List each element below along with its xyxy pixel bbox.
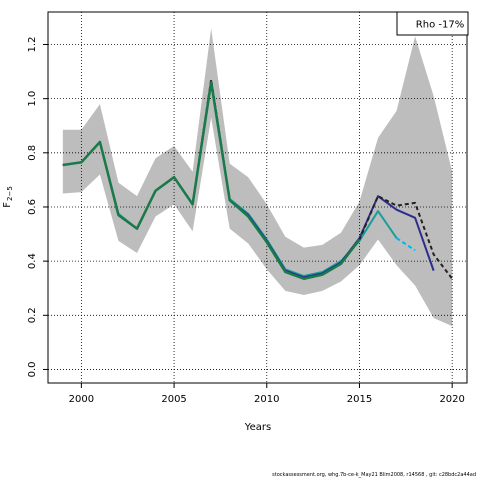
x-tick-label: 2020: [439, 394, 464, 405]
legend: Rho -17%: [396, 11, 469, 36]
y-axis-label-main: F: [2, 202, 13, 208]
y-tick-label: 0.2: [27, 307, 38, 323]
grid-layer: [48, 12, 467, 383]
legend-box: [396, 11, 469, 36]
x-tick-label: 2010: [254, 394, 279, 405]
y-tick-label: 1.2: [27, 37, 38, 53]
x-tick-label: 2015: [347, 394, 372, 405]
legend-text: Rho -17%: [416, 20, 464, 31]
y-tick-label: 0.0: [27, 362, 38, 378]
series-line-1: [396, 237, 416, 252]
x-tick-label: 2000: [69, 394, 94, 405]
confidence-band-layer: [62, 28, 453, 327]
y-tick-label: 0.6: [27, 199, 38, 215]
y-tick-label: 0.8: [27, 145, 38, 161]
plot-frame: [47, 11, 468, 384]
footer-credit: stockassessment.org, whg.7b-ce-k_May21 B…: [272, 472, 476, 478]
axis-layer: 2000 2005 2010 2015 2020 0.0 0.2 0.4 0.6 0.8 1.0 1.…: [27, 37, 465, 405]
y-axis-label-subscript: 2−5: [6, 186, 14, 201]
y-axis-label: F2−5: [2, 186, 14, 208]
x-tick-label: 2005: [161, 394, 186, 405]
y-tick-label: 0.4: [27, 253, 38, 269]
series-layer: [62, 78, 453, 280]
x-axis-label: Years: [244, 422, 271, 433]
confidence-band: [62, 28, 453, 327]
y-tick-label: 1.0: [27, 91, 38, 107]
series-line-5: [62, 81, 361, 280]
